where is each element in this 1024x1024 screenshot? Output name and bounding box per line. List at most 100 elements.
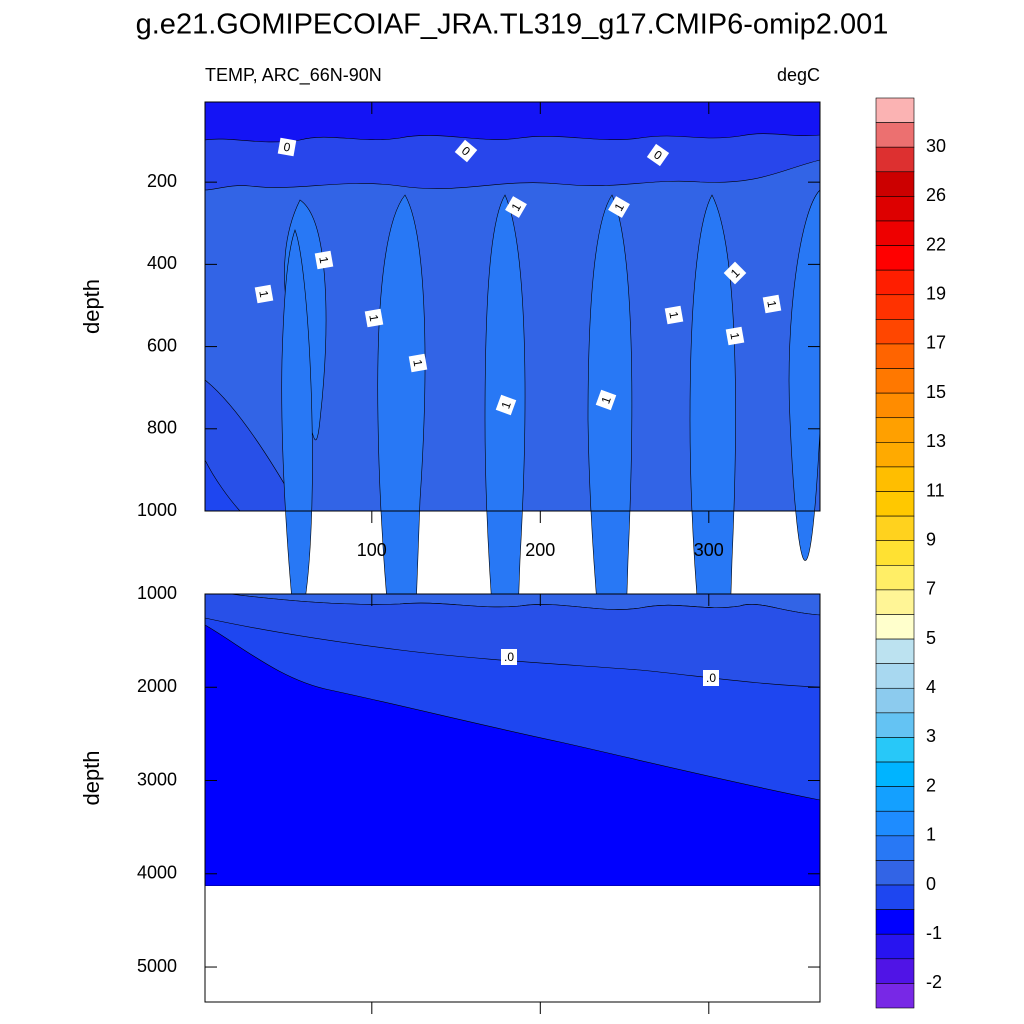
y-tick-label: 2000 <box>137 676 177 696</box>
colorbar-label: 3 <box>926 726 936 746</box>
contour-region <box>204 624 821 887</box>
colorbar-box <box>875 663 915 689</box>
colorbar-box <box>875 97 915 123</box>
contour-label-box <box>364 308 384 328</box>
colorbar-box <box>875 712 915 738</box>
colorbar-box <box>875 810 915 837</box>
contour-label: 0 <box>277 137 297 157</box>
missing-region <box>205 886 820 1002</box>
contour-field-bottom <box>204 593 821 1002</box>
contour-label-box <box>703 670 719 686</box>
contour-label-box <box>505 196 527 218</box>
contour-label: 1 <box>254 284 274 304</box>
contour-label-box <box>314 250 334 270</box>
contour-region <box>204 593 821 688</box>
contour-label-box <box>725 326 745 346</box>
colorbar-label: 5 <box>926 628 936 648</box>
colorbar-label: 7 <box>926 579 936 599</box>
colorbar-box <box>875 171 915 197</box>
contour-label: 1 <box>364 308 384 328</box>
colorbar-box <box>875 196 915 222</box>
y-axis-label: depth <box>79 279 104 334</box>
y-tick-label: 1000 <box>137 583 177 603</box>
y-tick-label: 1000 <box>137 500 177 520</box>
colorbar-box <box>875 786 915 812</box>
contour-label: 1 <box>314 250 334 270</box>
colorbar-box <box>875 220 915 246</box>
colorbar-label: 4 <box>926 677 936 697</box>
colorbar-box <box>875 761 915 787</box>
y-tick-label: 800 <box>147 418 177 438</box>
colorbar-label: 30 <box>926 136 946 156</box>
contour-label: 0 <box>454 139 478 163</box>
colorbar-label: 13 <box>926 431 946 451</box>
colorbar-box <box>875 417 915 443</box>
contour-label-text: 1 <box>598 394 614 405</box>
colorbar-box <box>875 491 915 517</box>
contour-label-text: 1 <box>256 290 271 299</box>
colorbar-box <box>875 589 915 615</box>
plot-frame <box>204 593 821 1003</box>
colorbar-box <box>875 319 915 345</box>
contour-label-box <box>501 649 517 665</box>
y-tick-label: 5000 <box>137 956 177 976</box>
colorbar-label: 1 <box>926 825 936 845</box>
colorbar-label: -1 <box>926 923 942 943</box>
colorbar-box <box>875 737 915 763</box>
contour-label: .0 <box>703 670 719 686</box>
contour-label-box <box>495 394 517 416</box>
contour-label-text: 1 <box>410 359 425 368</box>
colorbar-box <box>875 638 915 664</box>
contour-label-text: 1 <box>316 256 331 265</box>
colorbar-label: 0 <box>926 874 936 894</box>
contour-label: 1 <box>664 305 684 325</box>
contour-label: 1 <box>725 326 745 346</box>
colorbar-box <box>875 146 915 173</box>
contour-region <box>788 189 821 561</box>
colorbar-label: 19 <box>926 284 946 304</box>
contour-label-text: 1 <box>727 332 742 341</box>
colorbar-label: 17 <box>926 333 946 353</box>
contour-label-box <box>608 196 630 218</box>
y-axis-label: depth <box>79 750 104 805</box>
colorbar-box <box>875 540 915 566</box>
contour-label-text: 1 <box>666 311 681 320</box>
x-tick-label: 100 <box>357 540 387 560</box>
contour-label: 1 <box>595 389 617 411</box>
contour-label: .0 <box>501 649 517 665</box>
contour-label-box <box>595 389 617 411</box>
contour-label-box <box>454 139 478 163</box>
figure-title: g.e21.GOMIPECOIAF_JRA.TL319_g17.CMIP6-om… <box>136 9 889 41</box>
y-tick-label: 200 <box>147 171 177 191</box>
colorbar-box <box>875 122 915 148</box>
colorbar-box <box>875 515 915 542</box>
contour-label-text: 1 <box>498 399 514 410</box>
colorbar-box <box>875 294 915 320</box>
contour-label-text: 1 <box>764 300 779 309</box>
subtitle-left: TEMP, ARC_66N-90N <box>205 65 382 86</box>
x-tick-label: 200 <box>525 540 555 560</box>
contour-region <box>204 101 821 143</box>
subtitle-right: degC <box>777 65 820 85</box>
colorbar-box <box>875 343 915 369</box>
colorbar-box <box>875 860 915 886</box>
contour-label: 1 <box>762 294 782 314</box>
colorbar-box <box>875 687 915 714</box>
colorbar-label: 2 <box>926 775 936 795</box>
contour-label-text: 1 <box>366 314 381 323</box>
colorbar-box <box>875 564 915 591</box>
contour-label: 1 <box>608 196 630 218</box>
colorbar-label: 11 <box>926 480 945 500</box>
plot-frame <box>204 101 821 512</box>
contour-label-box <box>762 294 782 314</box>
contour-label: 1 <box>408 353 428 373</box>
y-tick-label: 400 <box>147 253 177 273</box>
colorbar-box <box>875 269 915 296</box>
colorbar-box <box>875 442 915 468</box>
contour-label-text: .0 <box>504 650 514 664</box>
colorbar-box <box>875 466 915 492</box>
contour-label: 1 <box>495 394 517 416</box>
colorbar-box <box>875 245 915 271</box>
colorbar-label: 22 <box>926 234 946 254</box>
